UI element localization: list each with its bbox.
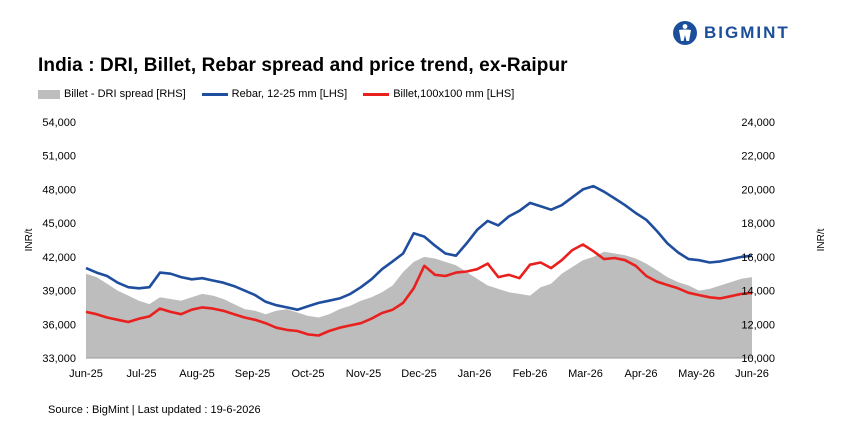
rebar-line	[85, 184, 753, 311]
y-right-tick-label: 18,000	[741, 218, 775, 230]
legend-label-billet: Billet,100x100 mm [LHS]	[393, 88, 515, 100]
source-note: Source : BigMint | Last updated : 19-6-2…	[48, 404, 261, 416]
chart-legend: Billet - DRI spread [RHS] Rebar, 12-25 m…	[38, 88, 530, 100]
y-right-axis-label: INR/t	[816, 228, 827, 251]
x-tick-label: Nov-25	[346, 368, 381, 380]
y-left-tick-label: 51,000	[42, 151, 76, 163]
x-tick-label: Mar-26	[568, 368, 603, 380]
billet-line	[85, 243, 753, 337]
chart-plot: 33,000 36,000 39,000 42,000 45,000 48,000 51,0…	[24, 117, 827, 380]
x-tick-label: Jan-26	[458, 368, 492, 380]
x-tick-label: May-26	[678, 368, 715, 380]
legend-item-spread: Billet - DRI spread [RHS]	[38, 88, 186, 100]
y-right-tick-label: 14,000	[741, 286, 775, 298]
chart-title: India : DRI, Billet, Rebar spread and pr…	[38, 55, 568, 76]
legend-label-rebar: Rebar, 12-25 mm [LHS]	[231, 88, 348, 100]
x-tick-label: Jul-25	[127, 368, 157, 380]
legend-label-spread: Billet - DRI spread [RHS]	[64, 88, 186, 100]
legend-swatch-spread	[38, 89, 60, 99]
legend-swatch-rebar	[201, 92, 228, 96]
y-left-tick-label: 39,000	[42, 286, 76, 298]
x-tick-label: Aug-25	[179, 368, 214, 380]
y-right-tick-label: 20,000	[741, 184, 775, 196]
spread-area	[86, 251, 752, 358]
y-right-tick-label: 12,000	[741, 319, 775, 331]
x-tick-label: Dec-25	[401, 368, 436, 380]
legend-swatch-billet	[363, 92, 390, 96]
y-left-tick-label: 54,000	[42, 117, 76, 129]
y-right-tick-label: 22,000	[741, 151, 775, 163]
legend-item-billet: Billet,100x100 mm [LHS]	[363, 88, 514, 100]
x-tick-label: Feb-26	[513, 368, 548, 380]
y-left-tick-label: 33,000	[42, 353, 76, 365]
legend-item-rebar: Rebar, 12-25 mm [LHS]	[201, 88, 348, 100]
y-left-tick-label: 45,000	[42, 218, 76, 230]
y-left-tick-label: 42,000	[42, 252, 76, 264]
bigmint-logo: BIGMINT	[672, 18, 790, 48]
x-tick-label: Jun-26	[735, 368, 769, 380]
y-right-tick-label: 16,000	[741, 252, 775, 264]
x-tick-label: Apr-26	[624, 368, 657, 380]
x-tick-label: Oct-25	[291, 368, 324, 380]
brand-name: BIGMINT	[704, 23, 790, 42]
y-right-tick-label: 10,000	[741, 353, 775, 365]
bigmint-logo-icon	[673, 21, 697, 45]
y-right-tick-label: 24,000	[741, 117, 775, 129]
y-left-axis-label: INR/t	[24, 228, 35, 251]
x-tick-label: Sep-25	[235, 368, 270, 380]
y-left-tick-label: 36,000	[42, 319, 76, 331]
y-left-tick-label: 48,000	[42, 184, 76, 196]
x-tick-label: Jun-25	[69, 368, 103, 380]
